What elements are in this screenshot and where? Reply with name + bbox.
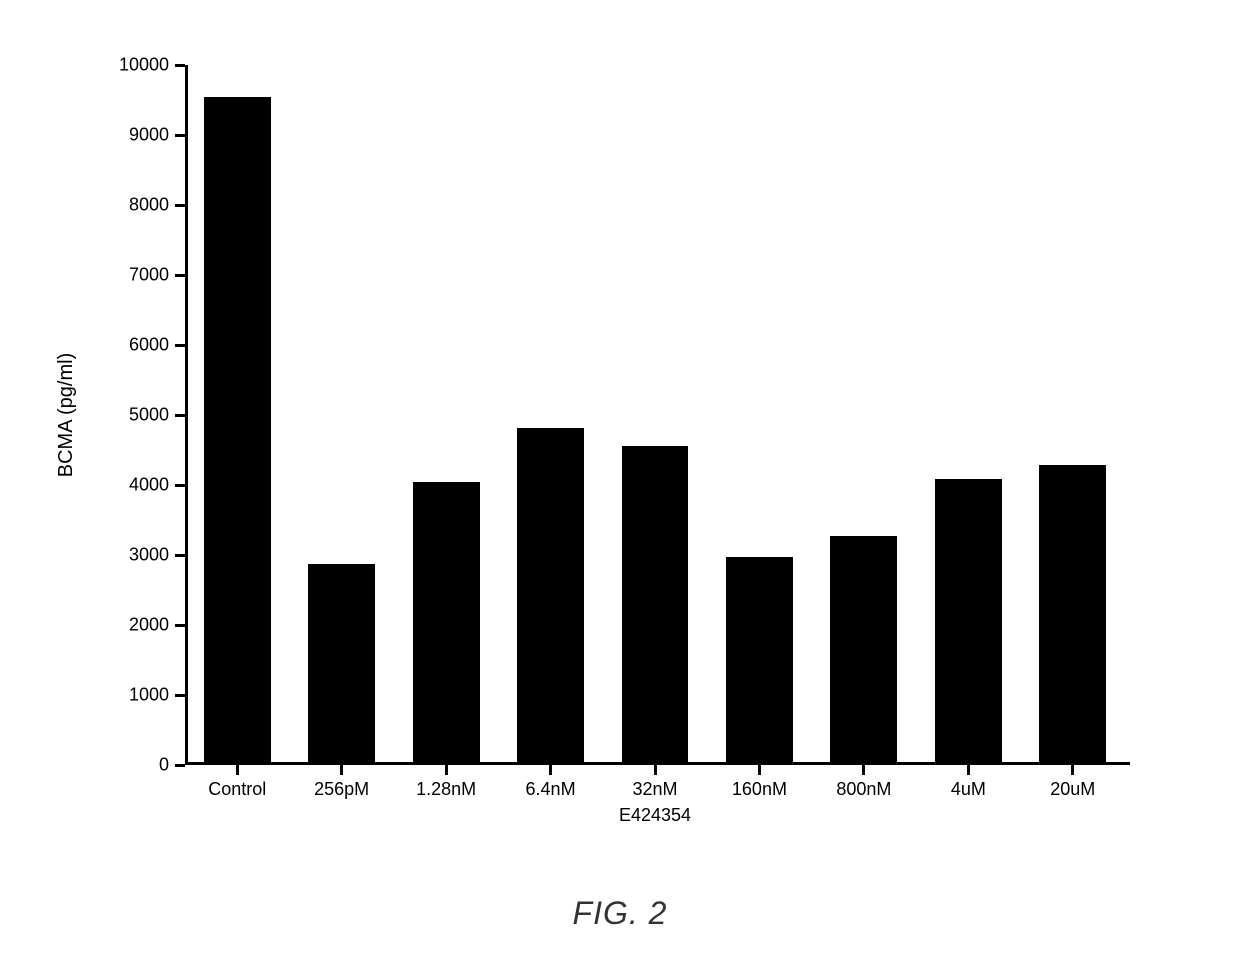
x-tick [236, 765, 239, 775]
x-tick-label: 256pM [314, 779, 369, 800]
x-axis [185, 762, 1130, 765]
y-tick-label: 4000 [70, 475, 169, 496]
y-tick-label: 1000 [70, 685, 169, 706]
x-tick-label: Control [208, 779, 266, 800]
y-tick-label: 8000 [70, 195, 169, 216]
bar [622, 446, 689, 765]
bar-chart: 0 1000 2000 3000 4000 5000 6000 7000 8000 9000 100… [70, 40, 1170, 860]
y-tick [175, 344, 185, 347]
y-tick [175, 204, 185, 207]
x-tick-label: 20uM [1050, 779, 1095, 800]
y-tick [175, 274, 185, 277]
x-axis-label: E424354 [619, 805, 691, 826]
bar [726, 557, 793, 765]
bar [413, 482, 480, 765]
y-tick [175, 624, 185, 627]
x-tick-label: 1.28nM [416, 779, 476, 800]
y-tick-label: 0 [70, 755, 169, 776]
page: 0 1000 2000 3000 4000 5000 6000 7000 8000 9000 100… [0, 0, 1240, 980]
y-tick-label: 2000 [70, 615, 169, 636]
x-tick [445, 765, 448, 775]
x-tick-label: 800nM [836, 779, 891, 800]
figure-caption: FIG. 2 [573, 895, 668, 932]
bar [308, 564, 375, 765]
x-tick-label: 160nM [732, 779, 787, 800]
y-tick-label: 3000 [70, 545, 169, 566]
plot-area [185, 65, 1125, 765]
y-tick [175, 694, 185, 697]
bar [517, 428, 584, 765]
y-tick [175, 484, 185, 487]
y-tick-label: 6000 [70, 335, 169, 356]
y-tick-label: 5000 [70, 405, 169, 426]
bar [1039, 465, 1106, 765]
x-tick-label: 4uM [951, 779, 986, 800]
y-tick-label: 10000 [70, 55, 169, 76]
bar [204, 97, 271, 766]
y-axis [185, 65, 188, 765]
bar [830, 536, 897, 765]
y-tick [175, 764, 185, 767]
y-tick [175, 134, 185, 137]
x-tick [340, 765, 343, 775]
y-tick [175, 554, 185, 557]
x-tick-label: 6.4nM [526, 779, 576, 800]
x-tick [862, 765, 865, 775]
x-tick [654, 765, 657, 775]
x-tick [549, 765, 552, 775]
x-tick [967, 765, 970, 775]
x-tick [758, 765, 761, 775]
x-tick-label: 32nM [632, 779, 677, 800]
y-axis-label: BCMA (pg/ml) [55, 353, 78, 477]
y-tick [175, 414, 185, 417]
x-tick [1071, 765, 1074, 775]
bar [935, 479, 1002, 765]
y-tick [175, 64, 185, 67]
y-tick-label: 9000 [70, 125, 169, 146]
y-tick-label: 7000 [70, 265, 169, 286]
